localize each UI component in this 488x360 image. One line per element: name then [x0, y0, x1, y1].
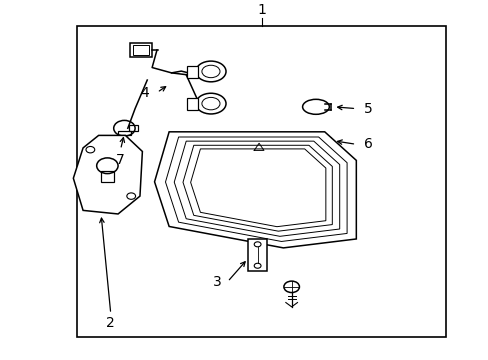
Text: 6: 6 — [363, 137, 372, 151]
Bar — [118, 131, 130, 135]
Bar — [187, 98, 198, 111]
Text: 3: 3 — [213, 275, 222, 289]
Ellipse shape — [196, 93, 225, 114]
Bar — [187, 66, 198, 78]
Text: 5: 5 — [364, 102, 372, 116]
Bar — [129, 125, 138, 131]
Text: 2: 2 — [106, 316, 115, 330]
Text: 1: 1 — [257, 3, 265, 17]
Bar — [247, 239, 267, 271]
Ellipse shape — [196, 61, 225, 82]
Text: 7: 7 — [116, 153, 124, 167]
Polygon shape — [73, 135, 142, 214]
Polygon shape — [154, 132, 356, 248]
Text: 4: 4 — [140, 86, 149, 99]
Bar — [77, 26, 446, 337]
Bar — [101, 171, 114, 182]
